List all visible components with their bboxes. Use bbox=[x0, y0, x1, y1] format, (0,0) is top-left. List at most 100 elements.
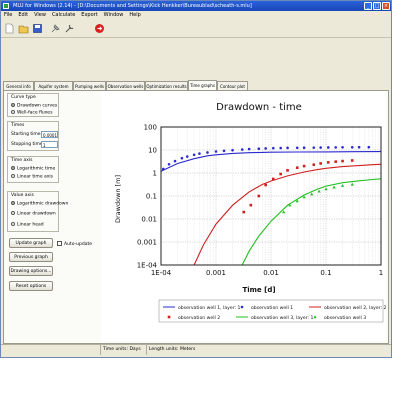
tab-general-info[interactable]: General info bbox=[3, 81, 34, 90]
series-line bbox=[160, 151, 382, 172]
data-point bbox=[167, 162, 171, 166]
data-point bbox=[264, 147, 267, 150]
y-tick-label: 0.01 bbox=[141, 216, 157, 224]
drawdown-curves-radio[interactable]: Drawdown curves bbox=[11, 103, 57, 109]
times-group: Times Starting time [d] 0.0001 Stopping … bbox=[7, 121, 59, 151]
tab-time-graphs[interactable]: Time graphs bbox=[188, 80, 217, 90]
data-point bbox=[271, 146, 275, 150]
data-point bbox=[319, 162, 322, 165]
data-point bbox=[242, 210, 246, 214]
menu-calculate[interactable]: Calculate bbox=[51, 12, 76, 18]
legend-label: observation well 3, layer: 1 bbox=[251, 315, 314, 321]
y-tick-label: 1 bbox=[153, 170, 157, 178]
tab-optimization-results[interactable]: Optimization results bbox=[145, 81, 188, 90]
linear-head-radio[interactable]: Linear head bbox=[11, 222, 44, 228]
x-axis-label: Time [d] bbox=[242, 286, 275, 294]
x-tick-label: 0.001 bbox=[206, 269, 226, 277]
menu-edit[interactable]: Edit bbox=[18, 12, 29, 18]
linear-time-axis-radio[interactable]: Linear time axis bbox=[11, 174, 53, 180]
tab-pumping-wells[interactable]: Pumping wells bbox=[73, 81, 106, 90]
menu-bar: File Edit View Calculate Export Window Help bbox=[1, 11, 391, 20]
toolbar bbox=[1, 20, 391, 38]
data-point bbox=[367, 145, 371, 149]
reset-options-button[interactable]: Reset options bbox=[9, 281, 53, 291]
tab-observation-wells[interactable]: Observation wells bbox=[106, 81, 145, 90]
data-point bbox=[222, 149, 226, 153]
legend-label: observation well 1, layer: 1 bbox=[178, 305, 241, 311]
curve-type-title: Curve type bbox=[11, 95, 36, 100]
data-point bbox=[302, 164, 306, 168]
status-bar: Time units: Days Length units: Meters bbox=[1, 344, 391, 355]
legend-label: observation well 2, layer: 2 bbox=[324, 305, 386, 311]
maximize-button[interactable]: □ bbox=[373, 2, 381, 10]
stop-icon[interactable] bbox=[94, 23, 105, 34]
tools-icon[interactable] bbox=[64, 23, 75, 34]
minimize-button[interactable]: _ bbox=[364, 2, 372, 10]
pin-icon[interactable] bbox=[50, 23, 61, 34]
y-tick-label: 100 bbox=[144, 124, 157, 132]
linear-drawdown-radio[interactable]: Linear drawdown bbox=[11, 211, 56, 217]
menu-file[interactable]: File bbox=[4, 12, 13, 18]
menu-help[interactable]: Help bbox=[129, 12, 141, 18]
y-tick-label: 0.001 bbox=[137, 239, 157, 247]
value-axis-title: Value axis bbox=[11, 193, 34, 198]
data-point bbox=[192, 153, 196, 157]
open-icon[interactable] bbox=[18, 23, 29, 34]
data-point bbox=[282, 210, 286, 214]
auto-update-checkbox[interactable]: Auto-update bbox=[57, 241, 92, 247]
drawdown-time-chart: Drawdown - time Time [d] Drawdown [m] 1E… bbox=[101, 91, 386, 341]
save-icon[interactable] bbox=[32, 23, 43, 34]
starting-time-input[interactable]: 0.0001 bbox=[41, 131, 58, 138]
legend-swatch bbox=[313, 315, 317, 319]
logarithmic-time-radio[interactable]: Logarithmic time bbox=[11, 166, 55, 172]
stopping-time-input[interactable]: 1 bbox=[41, 141, 58, 148]
logarithmic-drawdown-radio[interactable]: Logarithmic drawdown bbox=[11, 201, 68, 207]
data-point bbox=[357, 145, 361, 149]
data-point bbox=[286, 169, 289, 172]
data-point bbox=[185, 155, 189, 158]
main-window: MLU for Windows (2.14) - [D:\Documents a… bbox=[0, 0, 392, 358]
starting-time-label: Starting time [d] bbox=[11, 132, 49, 137]
data-point bbox=[264, 183, 267, 187]
menu-view[interactable]: View bbox=[34, 12, 46, 18]
stopping-time-label: Stopping time [d] bbox=[11, 142, 51, 147]
chart-background bbox=[101, 91, 386, 341]
well-face-fluxes-radio[interactable]: Well-face fluxes bbox=[11, 110, 52, 116]
x-tick-label: 1E-04 bbox=[151, 269, 172, 277]
chart-title: Drawdown - time bbox=[216, 102, 302, 113]
data-point bbox=[231, 148, 234, 152]
data-point bbox=[247, 147, 251, 151]
previous-graph-button[interactable]: Previous graph bbox=[9, 252, 53, 262]
data-point bbox=[326, 146, 330, 149]
x-tick-label: 0.1 bbox=[320, 269, 331, 277]
data-point bbox=[295, 166, 299, 169]
tab-contour-plot[interactable]: Contour plot bbox=[217, 81, 248, 90]
drawing-options-button[interactable]: Drawing options... bbox=[9, 266, 53, 276]
y-tick-label: 0.1 bbox=[146, 193, 157, 201]
data-point bbox=[295, 199, 299, 203]
data-point bbox=[173, 159, 177, 163]
times-title: Times bbox=[11, 123, 25, 128]
close-button[interactable]: × bbox=[382, 2, 390, 10]
y-axis-label: Drawdown [m] bbox=[114, 175, 122, 223]
menu-export[interactable]: Export bbox=[81, 12, 98, 18]
x-tick-label: 1 bbox=[379, 269, 383, 277]
title-bar: MLU for Windows (2.14) - [D:\Documents a… bbox=[1, 1, 391, 11]
series-line bbox=[193, 163, 382, 266]
data-point bbox=[295, 146, 299, 150]
data-point bbox=[340, 184, 345, 187]
data-point bbox=[302, 195, 306, 199]
curve-type-group: Curve type Drawdown curves Well-face flu… bbox=[7, 93, 59, 117]
time-units-status: Time units: Days bbox=[100, 345, 141, 355]
time-axis-group: Time axis Logarithmic time Linear time a… bbox=[7, 156, 59, 183]
new-icon[interactable] bbox=[4, 23, 15, 34]
data-point bbox=[326, 161, 330, 164]
data-point bbox=[310, 192, 314, 196]
legend-label: observation well 3 bbox=[324, 315, 366, 321]
data-point bbox=[317, 189, 321, 193]
data-point bbox=[161, 167, 165, 171]
update-graph-button[interactable]: Update graph bbox=[9, 238, 53, 248]
menu-window[interactable]: Window bbox=[103, 12, 124, 18]
time-graphs-pane: Curve type Drawdown curves Well-face flu… bbox=[3, 90, 389, 344]
tab-aquifer-system[interactable]: Aquifer system bbox=[34, 81, 73, 90]
